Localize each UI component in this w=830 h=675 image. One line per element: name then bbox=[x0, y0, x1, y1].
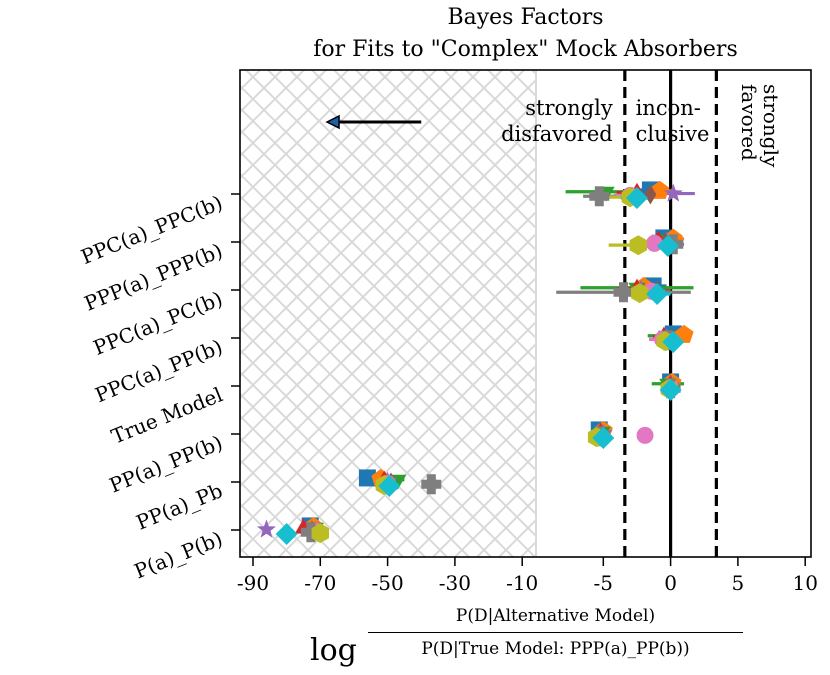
data-point-diamond bbox=[592, 427, 615, 450]
annotation-inconclusive: clusive bbox=[636, 122, 710, 146]
x-axis-numerator: P(D|Alternative Model) bbox=[455, 606, 656, 626]
data-point-hexagon bbox=[631, 283, 649, 304]
chart-title-line-2: for Fits to "Complex" Mock Absorbers bbox=[313, 37, 738, 62]
data-point-plus bbox=[300, 522, 321, 543]
annotation-inconclusive: incon- bbox=[636, 96, 701, 120]
data-point-diamond bbox=[378, 475, 401, 498]
data-point-star bbox=[663, 183, 683, 202]
arrow-head bbox=[325, 114, 340, 130]
x-axis-denominator: P(D|True Model: PPP(a)_PP(b)) bbox=[421, 639, 690, 659]
data-point-diamond bbox=[275, 523, 298, 546]
data-point-diamond-narrow bbox=[644, 184, 657, 205]
data-point-plus bbox=[589, 186, 610, 207]
data-point-square bbox=[358, 469, 376, 487]
x-tick-label: 5 bbox=[732, 571, 745, 595]
annotation-strongly-favored: favored bbox=[737, 84, 761, 161]
annotation-strongly-disfavored: strongly bbox=[525, 96, 613, 120]
data-point-circle bbox=[636, 426, 654, 444]
x-axis-fraction: P(D|Alternative Model) P(D|True Model: P… bbox=[368, 606, 743, 659]
data-point-star bbox=[256, 519, 276, 538]
data-point-plus bbox=[421, 474, 442, 495]
x-tick-label: -30 bbox=[439, 571, 471, 595]
data-point-diamond bbox=[659, 379, 682, 402]
y-tick-label: PP(a)_Pb bbox=[133, 478, 226, 534]
fraction-bar bbox=[368, 632, 743, 633]
data-point-diamond bbox=[662, 331, 685, 354]
plot-frame bbox=[239, 69, 812, 558]
x-axis-log: log bbox=[310, 633, 357, 668]
annotation-strongly-favored: strongly bbox=[759, 84, 783, 168]
data-point-diamond bbox=[625, 187, 648, 210]
data-point-diamond bbox=[646, 283, 669, 306]
data-point-hexagon bbox=[629, 235, 647, 256]
x-tick-label: 0 bbox=[664, 571, 677, 595]
data-point-diamond bbox=[656, 235, 679, 258]
x-tick-label: -70 bbox=[304, 571, 336, 595]
y-tick-label: P(a)_P(b) bbox=[131, 526, 226, 583]
data-point-plus bbox=[613, 282, 634, 303]
annotation-strongly-disfavored: disfavored bbox=[501, 122, 613, 146]
data-point-hexagon bbox=[311, 523, 329, 544]
x-tick-label: -5 bbox=[594, 571, 613, 595]
x-tick-label: -10 bbox=[506, 571, 538, 595]
x-tick-label: -50 bbox=[371, 571, 403, 595]
chart-title-line-1: Bayes Factors bbox=[447, 5, 604, 30]
x-tick-label: 10 bbox=[792, 571, 817, 595]
x-tick-label: -90 bbox=[237, 571, 269, 595]
